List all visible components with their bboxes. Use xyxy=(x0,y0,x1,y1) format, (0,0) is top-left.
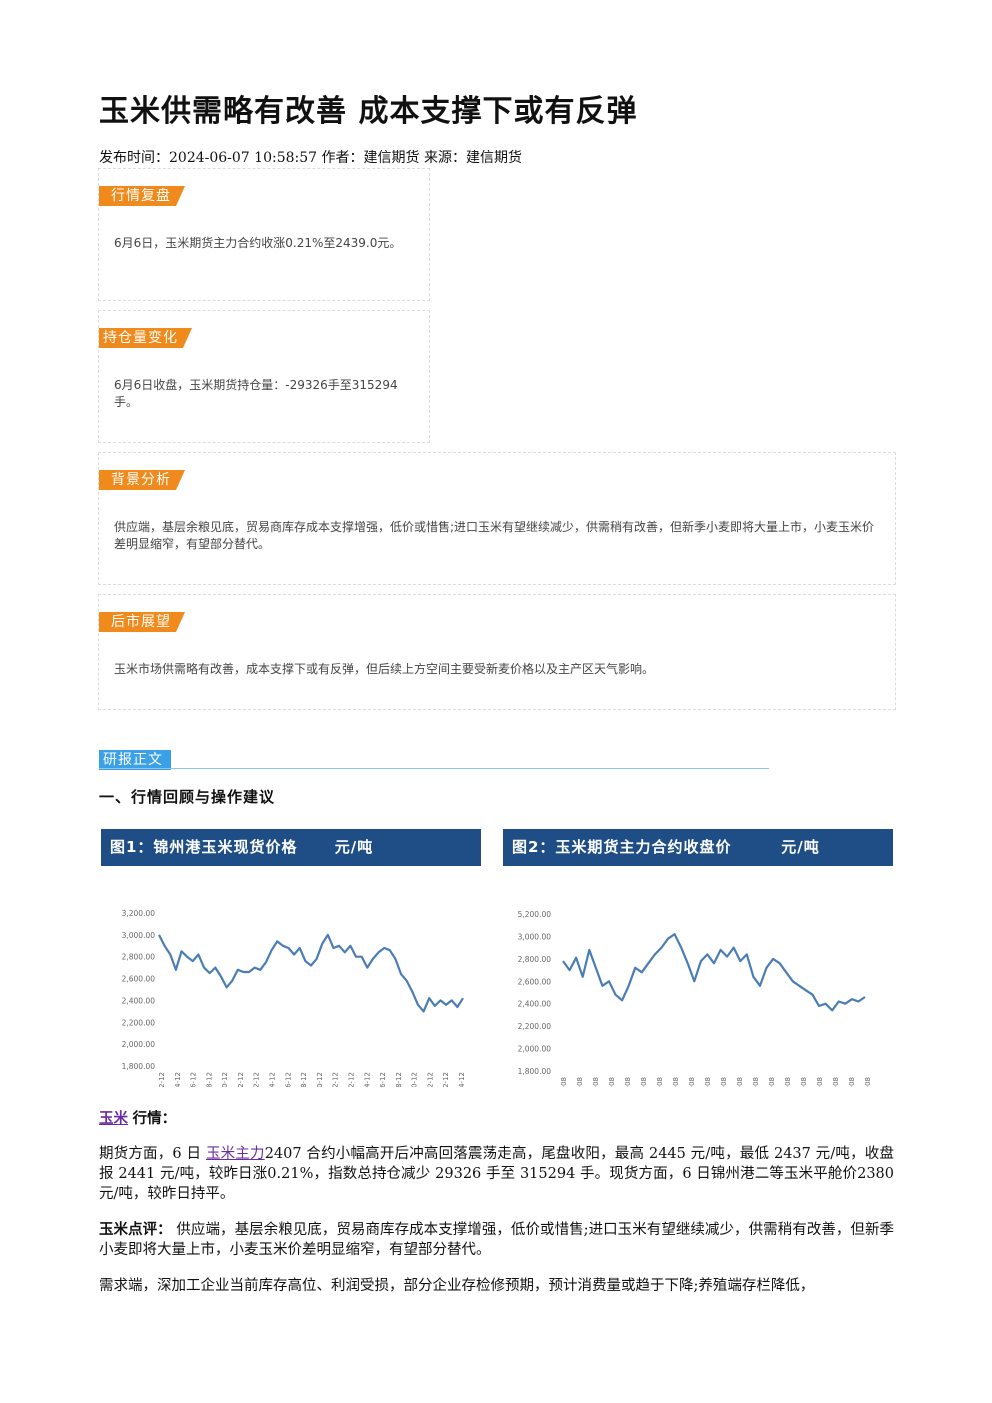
page-title: 玉米供需略有改善 成本支撑下或有反弹 xyxy=(99,94,638,129)
paragraph-text: 期货方面，6 日 xyxy=(99,1146,202,1162)
x-tick-label: 2022-10-12 xyxy=(316,1072,324,1087)
comment-label: 玉米点评： xyxy=(99,1221,172,1238)
y-tick-label: 2,600.00 xyxy=(122,975,156,984)
x-tick-label: 2021-02-12 xyxy=(158,1072,166,1087)
y-tick-label: 2,200.00 xyxy=(122,1018,156,1027)
series-line xyxy=(562,933,866,1012)
chart-title: 图1：锦州港玉米现货价格 元/吨 xyxy=(101,829,481,866)
summary-text: 6月6日，玉米期货主力合约收涨0.21%至2439.0元。 xyxy=(114,236,402,250)
summary-text: 供应端，基层余粮见底，贸易商库存成本支撑增强，低价或惜售;进口玉米有望继续减少，… xyxy=(114,520,875,551)
y-tick-label: 5,200.00 xyxy=(518,910,552,919)
x-tick-label: 2022-02-12 xyxy=(253,1072,261,1087)
x-tick-label: 2023-12-12 xyxy=(426,1072,434,1087)
x-tick-label: 2024-04-08 xyxy=(864,1077,872,1087)
chart-1-plot: 3,200.00 3,000.00 2,800.00 2,600.00 2,400.00… xyxy=(122,909,466,1113)
x-tick-label: 2022-08-12 xyxy=(300,1072,308,1087)
market-title-text: 行情： xyxy=(132,1110,177,1127)
y-tick-label: 2,000.00 xyxy=(122,1040,156,1049)
y-tick-label: 2,200.00 xyxy=(518,1022,552,1031)
section-heading: 一、行情回顾与操作建议 xyxy=(99,788,276,806)
market-title: 玉米 行情： xyxy=(99,1109,894,1129)
x-tick-label: 2021-10-08 xyxy=(624,1077,632,1087)
x-tick-label: 2021-06-12 xyxy=(190,1072,198,1087)
summary-tag: 持仓量变化 xyxy=(99,328,192,348)
x-tick-label: 2024-02-08 xyxy=(848,1077,856,1087)
x-tick-label: 2022-04-12 xyxy=(269,1072,277,1087)
y-tick-label: 1,800.00 xyxy=(518,1067,552,1076)
corn-link[interactable]: 玉米 xyxy=(99,1110,128,1127)
y-tick-label: 2,600.00 xyxy=(518,977,552,986)
section-divider xyxy=(99,768,769,769)
x-tick-label: 2021-08-12 xyxy=(205,1072,213,1087)
x-tick-label: 2021-12-12 xyxy=(237,1072,245,1087)
x-tick-label: 2022-04-08 xyxy=(672,1077,680,1087)
y-tick-label: 3,200.00 xyxy=(122,909,156,918)
paragraph-comment: 玉米点评： 供应端，基层余粮见底，贸易商库存成本支撑增强，低价或惜售;进口玉米有… xyxy=(99,1220,894,1260)
x-tick-label: 2021-12-08 xyxy=(640,1077,648,1087)
chart-title: 图2：玉米期货主力合约收盘价 元/吨 xyxy=(503,829,893,866)
section-tag-report-body: 研报正文 xyxy=(99,750,171,770)
paragraph-text: 供应端，基层余粮见底，贸易商库存成本支撑增强，低价或惜售;进口玉米有望继续减少，… xyxy=(99,1222,894,1258)
paragraph-text: 2407 合约小幅高开后冲高回落震荡走高，尾盘收阳，最高 2445 元/吨，最低… xyxy=(99,1146,894,1202)
x-tick-label: 2021-02-08 xyxy=(560,1077,568,1087)
summary-tag: 后市展望 xyxy=(99,612,185,632)
y-tick-label: 2,800.00 xyxy=(122,953,156,962)
summary-text: 6月6日收盘，玉米期货持仓量：-29326手至315294手。 xyxy=(114,378,398,409)
y-tick-label: 1,800.00 xyxy=(122,1062,156,1071)
summary-text: 玉米市场供需略有改善，成本支撑下或有反弹，但后续上方空间主要受新麦价格以及主产区… xyxy=(114,662,655,676)
paragraph-demand: 需求端，深加工企业当前库存高位、利润受损，部分企业存检修预期，预计消费量或趋于下… xyxy=(99,1276,894,1296)
summary-tag: 背景分析 xyxy=(99,470,185,490)
x-tick-label: 2021-06-08 xyxy=(592,1077,600,1087)
chart-2-plot: 5,200.00 3,000.00 2,800.00 2,600.00 2,400.00… xyxy=(518,910,872,1118)
x-tick-label: 2021-08-08 xyxy=(608,1077,616,1087)
x-tick-label: 2023-08-12 xyxy=(395,1072,403,1087)
x-tick-label: 2022-12-08 xyxy=(736,1077,744,1087)
y-tick-label: 2,800.00 xyxy=(518,955,552,964)
x-tick-label: 2023-04-12 xyxy=(363,1072,371,1087)
x-tick-label: 2021-10-12 xyxy=(221,1072,229,1087)
x-tick-label: 2023-06-08 xyxy=(784,1077,792,1087)
paragraph-text: 需求端，深加工企业当前库存高位、利润受损，部分企业存检修预期，预计消费量或趋于下… xyxy=(99,1278,815,1294)
x-tick-label: 2022-10-08 xyxy=(720,1077,728,1087)
series-line xyxy=(158,933,464,1013)
x-tick-label: 2023-02-08 xyxy=(752,1077,760,1087)
chart-1: 图1：锦州港玉米现货价格 元/吨 3,200.00 3,000.00 2,800.0… xyxy=(101,829,481,1113)
x-tick-label: 2023-04-08 xyxy=(768,1077,776,1087)
article-meta: 发布时间：2024-06-07 10:58:57 作者：建信期货 来源：建信期货 xyxy=(99,150,522,166)
x-tick-label: 2024-04-12 xyxy=(458,1072,466,1087)
x-tick-label: 2023-10-08 xyxy=(816,1077,824,1087)
x-tick-label: 2023-02-12 xyxy=(347,1072,355,1087)
x-tick-label: 2021-04-08 xyxy=(576,1077,584,1087)
x-tick-label: 2022-06-12 xyxy=(284,1072,292,1087)
summary-box-market-review: 行情复盘 6月6日，玉米期货主力合约收涨0.21%至2439.0元。 xyxy=(98,168,430,301)
summary-box-background: 背景分析 供应端，基层余粮见底，贸易商库存成本支撑增强，低价或惜售;进口玉米有望… xyxy=(98,452,896,585)
paragraph-futures: 期货方面，6 日 玉米主力2407 合约小幅高开后冲高回落震荡走高，尾盘收阳，最… xyxy=(99,1144,894,1204)
y-tick-label: 2,400.00 xyxy=(122,996,156,1005)
x-tick-label: 2022-06-08 xyxy=(688,1077,696,1087)
summary-box-outlook: 后市展望 玉米市场供需略有改善，成本支撑下或有反弹，但后续上方空间主要受新麦价格… xyxy=(98,594,896,710)
x-tick-label: 2023-08-08 xyxy=(800,1077,808,1087)
x-tick-label: 2022-12-12 xyxy=(332,1072,340,1087)
y-tick-label: 3,000.00 xyxy=(122,931,156,940)
y-tick-label: 2,000.00 xyxy=(518,1045,552,1054)
corn-main-contract-link[interactable]: 玉米主力 xyxy=(205,1146,265,1162)
x-tick-label: 2023-12-08 xyxy=(832,1077,840,1087)
x-tick-label: 2022-08-08 xyxy=(704,1077,712,1087)
x-tick-label: 2023-10-12 xyxy=(411,1072,419,1087)
x-tick-label: 2021-04-12 xyxy=(174,1072,182,1087)
x-tick-label: 2022-02-08 xyxy=(656,1077,664,1087)
chart-2: 图2：玉米期货主力合约收盘价 元/吨 5,200.00 3,000.00 2,800… xyxy=(503,829,893,1118)
summary-tag: 行情复盘 xyxy=(99,186,185,206)
x-tick-label: 2024-02-12 xyxy=(442,1072,450,1087)
y-tick-label: 3,000.00 xyxy=(518,932,552,941)
y-tick-label: 2,400.00 xyxy=(518,1000,552,1009)
summary-box-open-interest: 持仓量变化 6月6日收盘，玉米期货持仓量：-29326手至315294手。 xyxy=(98,310,430,443)
x-tick-label: 2023-06-12 xyxy=(379,1072,387,1087)
